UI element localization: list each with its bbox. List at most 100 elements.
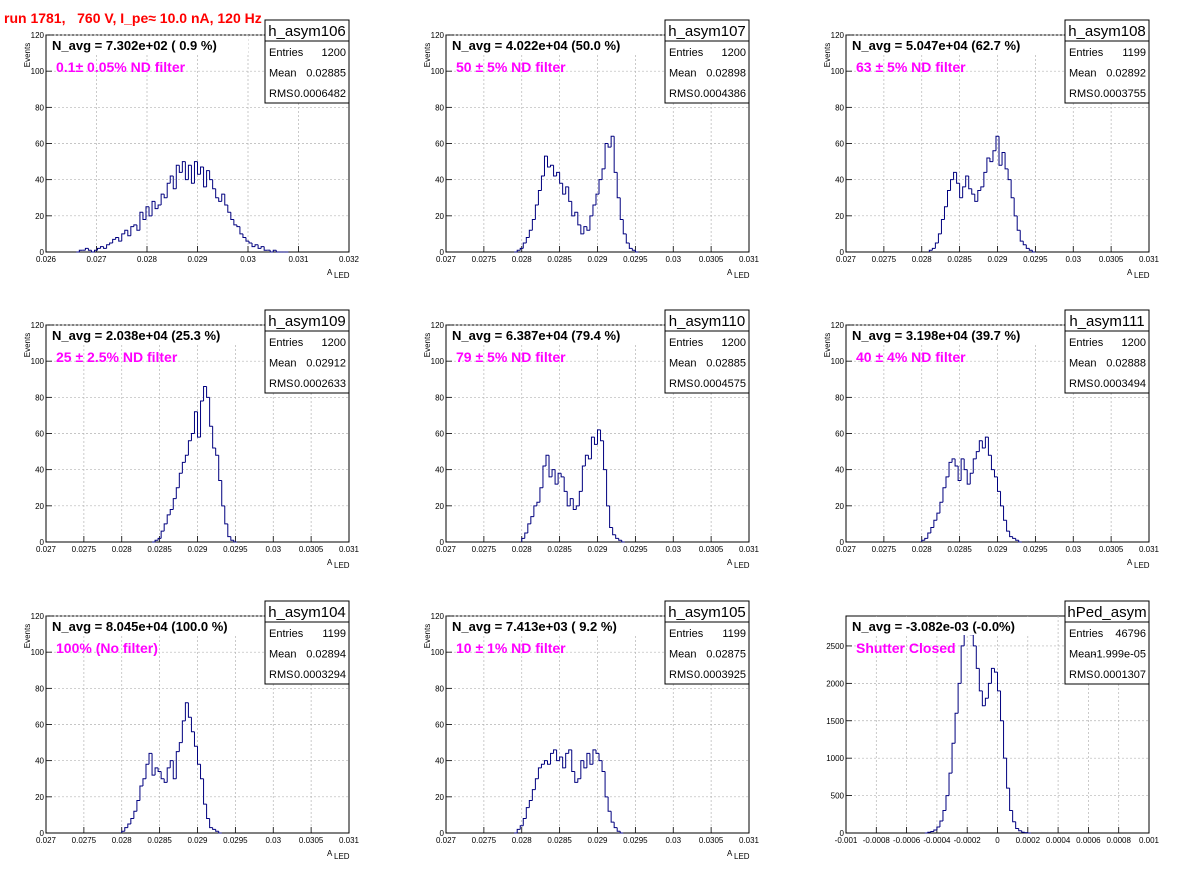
x-axis-label-subscript: LED xyxy=(334,561,350,570)
stats-label-rms: RMS xyxy=(269,669,293,681)
histogram-bin xyxy=(187,164,192,180)
histogram-bin xyxy=(610,135,615,148)
histogram-bin xyxy=(559,172,563,184)
filter-label: Shutter Closed xyxy=(856,640,956,656)
x-tick-label: 0.0275 xyxy=(872,255,897,264)
y-tick-label: 120 xyxy=(431,321,445,330)
histogram-name: h_asym110 xyxy=(669,313,745,330)
histogram-bin xyxy=(124,827,128,832)
stats-value-rms: 0.0003925 xyxy=(694,669,746,681)
histogram-bin xyxy=(1001,152,1006,166)
histogram-bin xyxy=(984,697,989,706)
histogram-bin xyxy=(537,190,542,205)
histogram-bin xyxy=(975,645,980,669)
x-tick-label: -0.0008 xyxy=(863,836,891,845)
histogram-bin xyxy=(563,476,568,492)
histogram-bin xyxy=(960,645,965,684)
x-axis-label-subscript: LED xyxy=(734,271,750,280)
y-tick-label: 40 xyxy=(435,176,444,185)
histogram-bin xyxy=(248,241,253,244)
y-tick-label: 60 xyxy=(835,140,844,149)
histogram-bin xyxy=(163,778,168,783)
y-tick-label: 20 xyxy=(435,502,444,511)
x-tick-label: 0.029 xyxy=(987,255,1008,264)
y-tick-label: 80 xyxy=(35,103,44,112)
histogram-bin xyxy=(583,760,587,769)
histogram-panel-h_asym108: 0.027 0.0275 0.028 0.0285 0.029 0.0295 0.03 0.0… xyxy=(823,19,1160,280)
x-tick-label: 0.031 xyxy=(739,836,760,845)
histogram-bin xyxy=(181,461,186,474)
x-tick-label: 0.032 xyxy=(339,255,360,264)
histogram-bin xyxy=(589,753,593,765)
x-axis-label: A xyxy=(1127,558,1133,567)
histogram-bin xyxy=(519,825,524,830)
histogram-bin xyxy=(553,165,557,177)
histogram-bin xyxy=(215,829,219,832)
navg-box xyxy=(448,326,648,344)
stats-value-entries: 1200 xyxy=(322,47,346,59)
histogram-bin xyxy=(545,454,550,467)
histogram-bin xyxy=(548,455,553,478)
histogram-bin xyxy=(550,164,554,168)
x-axis-label: A xyxy=(727,558,733,567)
histogram-bins xyxy=(514,135,639,253)
histogram-bin xyxy=(157,204,162,209)
histogram-bin xyxy=(203,385,207,401)
histogram-bin xyxy=(193,161,198,184)
histogram-bin xyxy=(974,194,978,202)
y-axis-label: Events xyxy=(823,333,832,357)
x-tick-label: 0.029 xyxy=(187,836,208,845)
stats-value-rms: 0.0003494 xyxy=(1094,378,1146,390)
stats-value-rms: 0.0004386 xyxy=(694,88,746,100)
stats-box xyxy=(264,19,350,104)
x-tick-label: 0.0295 xyxy=(623,255,648,264)
histogram-bin xyxy=(945,476,950,488)
histogram-bin xyxy=(78,249,83,252)
histogram-bin xyxy=(172,176,177,190)
histogram-bin xyxy=(209,170,213,181)
x-axis-label: A xyxy=(1127,268,1133,277)
histogram-bin xyxy=(97,247,101,251)
histogram-bin xyxy=(193,731,198,747)
histogram-bin xyxy=(187,440,192,456)
x-tick-label: 0.03 xyxy=(665,836,681,845)
histogram-bin xyxy=(224,505,228,525)
histogram-bin xyxy=(522,242,527,249)
stats-value-mean: 0.02912 xyxy=(306,358,346,370)
x-tick-label: 0.027 xyxy=(436,836,457,845)
histogram-bin xyxy=(534,778,539,790)
stats-label-entries: Entries xyxy=(1069,337,1104,349)
y-tick-label: 60 xyxy=(35,430,44,439)
histogram-bin xyxy=(525,237,530,243)
histogram-bin xyxy=(601,168,606,180)
navg-text: N_avg = 6.387e+04 (79.4 %) xyxy=(452,328,620,343)
stats-box xyxy=(264,600,350,685)
histogram-bin xyxy=(218,455,222,482)
stats-label-rms: RMS xyxy=(669,669,693,681)
histogram-bins xyxy=(928,135,1036,253)
histogram-bin xyxy=(972,634,977,647)
histogram-bin xyxy=(992,150,996,162)
histogram-bin xyxy=(227,204,231,213)
histogram-bin xyxy=(634,250,639,253)
histogram-bin xyxy=(600,429,604,442)
histogram-bin xyxy=(933,829,937,832)
histogram-bin xyxy=(595,193,600,205)
histogram-bin xyxy=(1009,788,1013,812)
histogram-bin xyxy=(948,772,953,796)
stats-value-rms: 0.0006482 xyxy=(294,88,346,100)
histogram-bin xyxy=(118,237,122,242)
x-tick-label: 0.026 xyxy=(36,255,57,264)
x-axis-label: A xyxy=(327,558,333,567)
histogram-bin xyxy=(519,247,524,251)
stats-label-mean: Mean xyxy=(1069,68,1097,80)
histogram-bin xyxy=(934,242,939,249)
x-tick-label: 0.001 xyxy=(1139,836,1160,845)
histogram-bin xyxy=(103,246,107,249)
x-axis-label: A xyxy=(327,849,333,858)
histogram-bin xyxy=(547,760,551,765)
navg-text: N_avg = -3.082e-03 (-0.0%) xyxy=(852,619,1015,634)
histogram-bin xyxy=(197,411,201,438)
histogram-bin xyxy=(181,161,186,173)
histogram-bin xyxy=(930,831,934,833)
